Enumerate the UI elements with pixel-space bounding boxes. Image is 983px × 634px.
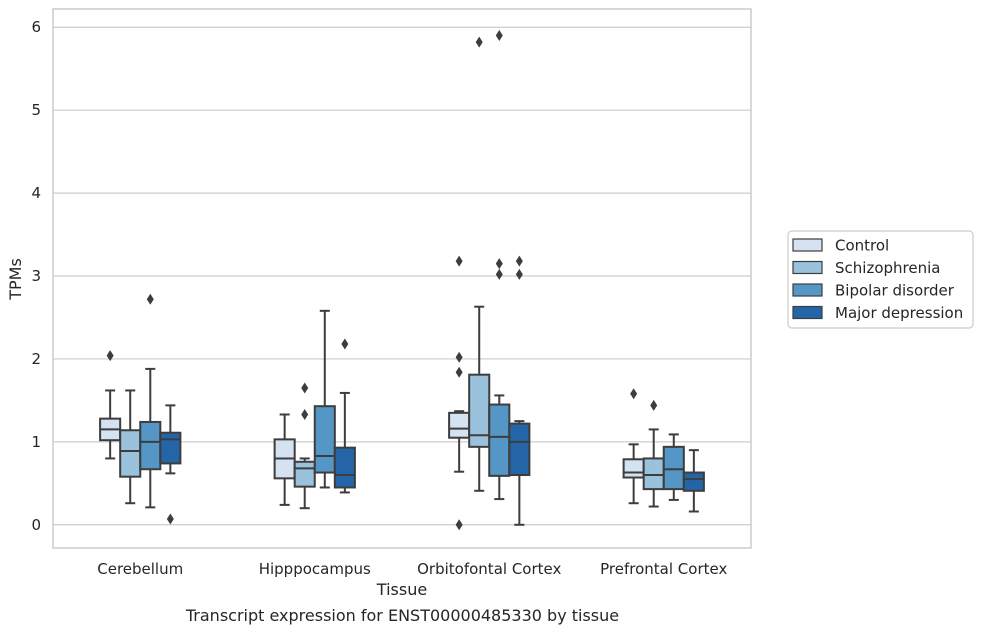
x-tick-label: Orbitofontal Cortex — [417, 560, 561, 578]
y-tick-label: 4 — [31, 184, 41, 202]
box-group — [622, 388, 645, 505]
y-tick-label: 2 — [31, 350, 41, 368]
box — [139, 420, 162, 471]
box-group — [662, 433, 685, 501]
y-axis-label: TPMs — [6, 258, 25, 301]
box-group — [293, 382, 316, 510]
box — [622, 458, 645, 479]
y-tick-label: 1 — [31, 433, 41, 451]
x-tick-label: Hipppocampus — [259, 560, 371, 578]
x-axis-label: Tissue — [376, 580, 427, 599]
box-group — [313, 309, 336, 489]
outlier-point — [650, 399, 658, 411]
legend-label: Bipolar disorder — [835, 282, 955, 300]
box — [662, 445, 685, 491]
box — [119, 429, 142, 478]
legend-box — [787, 230, 974, 329]
box-group — [642, 399, 665, 508]
box-group — [468, 36, 491, 492]
outlier-point — [495, 268, 503, 280]
box — [488, 403, 511, 477]
box-group — [273, 413, 296, 506]
outlier-point — [301, 408, 309, 420]
box-group — [333, 338, 356, 494]
box-group — [508, 255, 531, 526]
legend: Control Schizophrenia Bipolar disorder Majo… — [787, 230, 974, 329]
outlier-point — [495, 258, 503, 270]
box — [508, 422, 531, 477]
box — [642, 457, 665, 491]
outlier-point — [515, 255, 523, 267]
legend-label: Control — [835, 237, 889, 255]
y-tick-label: 3 — [31, 267, 41, 285]
outlier-point — [455, 519, 463, 531]
y-tick-label: 6 — [31, 18, 41, 36]
outlier-point — [455, 351, 463, 363]
outlier-point — [455, 366, 463, 378]
boxes — [99, 30, 705, 531]
chart-caption: Transcript expression for ENST0000048533… — [185, 606, 620, 625]
box — [313, 405, 336, 474]
x-tick-label: Prefrontal Cortex — [600, 560, 727, 578]
outlier-point — [146, 293, 154, 305]
outlier-point — [341, 338, 349, 350]
x-tick-label: Cerebellum — [97, 560, 183, 578]
legend-label: Schizophrenia — [835, 259, 940, 277]
box-group — [159, 404, 182, 525]
outlier-point — [301, 382, 309, 394]
box-group — [682, 449, 705, 513]
x-tick-labels: Cerebellum Hipppocampus Orbitofontal Corte… — [97, 560, 727, 578]
box — [333, 446, 356, 489]
outlier-point — [455, 255, 463, 267]
box — [682, 471, 705, 492]
outlier-point — [495, 30, 503, 42]
y-tick-label: 0 — [31, 516, 41, 534]
outlier-point — [106, 350, 114, 362]
box-group — [448, 255, 471, 531]
legend-swatch — [792, 260, 823, 275]
outlier-point — [475, 36, 483, 48]
box — [293, 460, 316, 488]
legend-label: Major depression — [835, 304, 963, 322]
outlier-point — [630, 388, 638, 400]
box — [448, 411, 471, 439]
box — [159, 431, 182, 465]
legend-swatch — [792, 283, 823, 297]
y-tick-labels: 0 1 2 3 4 5 6 — [31, 18, 41, 534]
legend-swatch — [792, 305, 823, 320]
y-tick-label: 5 — [31, 101, 41, 119]
outlier-point — [166, 513, 174, 525]
outlier-point — [515, 268, 523, 280]
legend-swatch — [792, 238, 823, 252]
